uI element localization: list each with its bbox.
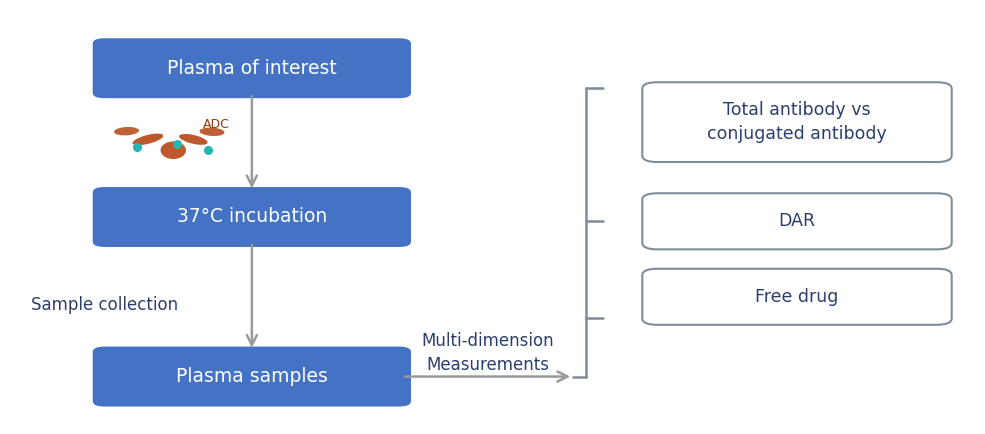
Text: Plasma samples: Plasma samples	[176, 367, 328, 386]
FancyBboxPatch shape	[642, 269, 952, 325]
FancyBboxPatch shape	[93, 187, 411, 247]
Text: ADC: ADC	[203, 118, 230, 131]
Ellipse shape	[179, 134, 208, 145]
Ellipse shape	[200, 128, 225, 136]
Text: Multi-dimension
Measurements: Multi-dimension Measurements	[422, 332, 554, 374]
Text: DAR: DAR	[778, 212, 816, 230]
Text: Plasma of interest: Plasma of interest	[167, 59, 337, 78]
FancyBboxPatch shape	[642, 193, 952, 250]
Text: 37°C incubation: 37°C incubation	[176, 207, 327, 227]
Ellipse shape	[132, 134, 164, 145]
Ellipse shape	[161, 141, 186, 159]
Text: Total antibody vs
conjugated antibody: Total antibody vs conjugated antibody	[707, 101, 886, 143]
FancyBboxPatch shape	[93, 38, 411, 98]
Ellipse shape	[114, 127, 139, 135]
FancyBboxPatch shape	[642, 82, 952, 162]
Text: Sample collection: Sample collection	[31, 296, 178, 314]
FancyBboxPatch shape	[93, 347, 411, 407]
Text: Free drug: Free drug	[755, 288, 838, 306]
